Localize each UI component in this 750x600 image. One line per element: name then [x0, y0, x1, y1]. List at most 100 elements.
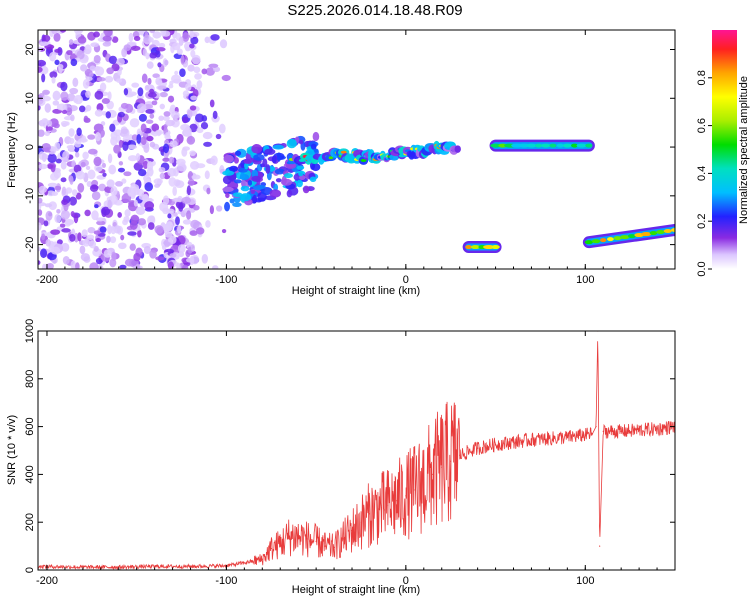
snr-point	[494, 443, 497, 446]
spectral-blob	[129, 243, 136, 251]
spectral-blob	[60, 210, 71, 220]
spectral-blob	[77, 183, 85, 193]
spectral-blob	[219, 39, 228, 49]
spectral-blob	[222, 186, 234, 192]
snr-point	[306, 538, 308, 540]
snr-point	[82, 566, 84, 568]
spectral-blob	[137, 87, 144, 97]
snr-point	[387, 504, 389, 507]
spectral-blob	[48, 201, 57, 211]
spectral-blob	[94, 131, 101, 142]
snr-point	[599, 545, 601, 547]
snr-point	[512, 441, 515, 443]
spectral-blob	[147, 222, 155, 230]
snr-point	[154, 565, 156, 568]
colorbar-label: Normalized spectral amplitude	[738, 76, 750, 224]
spectral-blob	[212, 265, 219, 269]
spectral-blob	[127, 41, 137, 46]
spectral-blob	[209, 99, 215, 108]
y-tick-label: 1000	[24, 319, 36, 343]
spectral-blob	[191, 54, 201, 65]
spectral-peak	[340, 150, 347, 154]
spectral-blob	[127, 144, 138, 150]
spectral-blob	[129, 220, 138, 230]
spectral-blob	[57, 239, 63, 245]
spectrogram-y-label: Frequency (Hz)	[6, 112, 18, 188]
figure-title: S225.2026.014.18.48.R09	[287, 2, 462, 19]
spectral-blob	[182, 219, 192, 225]
spectral-blob	[273, 183, 279, 192]
spectral-blob	[168, 83, 174, 89]
spectral-blob	[73, 164, 82, 173]
spectral-blob	[144, 201, 155, 210]
spectral-blob	[169, 253, 177, 258]
spectral-blob	[72, 77, 79, 88]
spectral-blob	[113, 144, 121, 154]
spectral-peak	[576, 143, 587, 148]
spectral-blob	[181, 147, 188, 157]
spectral-blob	[189, 43, 195, 49]
spectral-blob	[204, 170, 210, 180]
spectral-blob	[141, 73, 148, 83]
spectral-blob	[157, 85, 167, 90]
spectral-blob	[41, 142, 51, 152]
spectral-blob	[185, 82, 192, 92]
spectral-blob	[152, 73, 160, 79]
spectral-blob	[309, 176, 317, 182]
spectral-blob	[302, 185, 310, 194]
x-tick-label: -200	[36, 575, 58, 587]
spectral-blob	[156, 47, 166, 52]
spectral-blob	[62, 256, 70, 265]
x-tick-label: -100	[215, 575, 237, 587]
spectral-blob	[136, 94, 144, 100]
spectral-blob	[54, 59, 60, 66]
spectral-blob	[232, 202, 242, 208]
spectral-blob	[70, 58, 78, 67]
y-tick-label: 400	[24, 465, 36, 483]
spectral-blob	[89, 72, 94, 77]
spectral-peak	[649, 231, 658, 236]
feature-segment	[489, 139, 595, 152]
spectral-blob	[149, 30, 156, 34]
spectral-blob	[155, 129, 163, 136]
spectral-blob	[210, 34, 220, 41]
spectral-blob	[90, 42, 100, 48]
spectral-blob	[164, 59, 169, 66]
spectral-blob	[127, 187, 135, 197]
spectral-blob	[60, 30, 66, 33]
y-tick-label: 800	[24, 370, 36, 388]
spectral-blob	[208, 63, 219, 68]
spectral-peak	[600, 238, 607, 243]
snr-series-line	[38, 341, 675, 570]
spectral-blob	[52, 90, 61, 101]
spectral-blob	[82, 239, 91, 247]
spectral-blob	[68, 137, 75, 145]
spectral-blob	[102, 172, 107, 177]
spectral-blob	[190, 244, 196, 252]
spectral-blob	[151, 123, 160, 132]
spectral-blob	[181, 196, 192, 204]
spectral-blob	[52, 100, 60, 106]
spectral-blob	[94, 90, 104, 100]
spectral-blob	[173, 212, 178, 217]
x-tick-label: 100	[576, 575, 594, 587]
spectral-blob	[201, 253, 209, 264]
spectral-blob	[102, 35, 112, 42]
spectral-blob	[65, 107, 73, 116]
spectral-blob	[168, 177, 177, 187]
spectral-blob	[212, 110, 218, 120]
spectral-blob	[95, 66, 105, 76]
spectral-blob	[101, 98, 110, 104]
snr-point	[396, 500, 398, 502]
spectral-blob	[224, 201, 230, 212]
spectral-blob	[145, 119, 154, 124]
spectral-blob	[80, 64, 88, 72]
spectral-blob	[162, 157, 170, 162]
spectral-blob	[93, 54, 101, 64]
spectral-blob	[71, 160, 76, 168]
spectral-blob	[68, 196, 77, 206]
spectral-blob	[135, 263, 141, 269]
snr-frame	[37, 330, 676, 571]
